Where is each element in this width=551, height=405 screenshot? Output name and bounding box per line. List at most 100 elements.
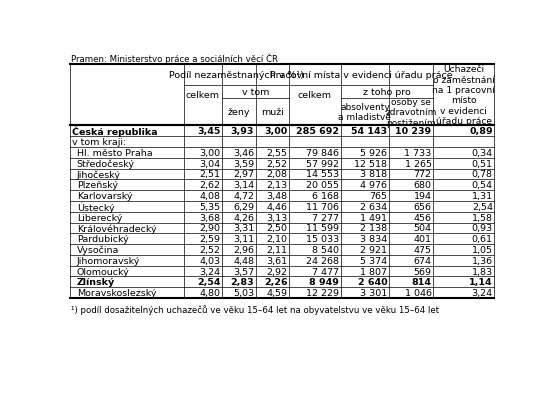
Text: 14 553: 14 553 bbox=[306, 170, 339, 179]
Text: 24 268: 24 268 bbox=[306, 256, 339, 265]
Text: 8 540: 8 540 bbox=[312, 245, 339, 254]
Text: 1 265: 1 265 bbox=[404, 159, 431, 168]
Text: 3,61: 3,61 bbox=[266, 256, 288, 265]
Text: 1,14: 1,14 bbox=[469, 277, 493, 287]
Text: Ústecký: Ústecký bbox=[77, 202, 114, 212]
Text: 2,26: 2,26 bbox=[264, 277, 288, 287]
Text: 2,50: 2,50 bbox=[267, 224, 288, 233]
Text: 2,08: 2,08 bbox=[267, 170, 288, 179]
Text: 3,00: 3,00 bbox=[199, 149, 221, 158]
Text: 674: 674 bbox=[414, 256, 431, 265]
Text: Moravskoslezský: Moravskoslezský bbox=[77, 288, 156, 297]
Text: 3,45: 3,45 bbox=[197, 127, 221, 136]
Text: 3,14: 3,14 bbox=[233, 181, 254, 190]
Text: Zlínský: Zlínský bbox=[77, 277, 115, 287]
Text: 15 033: 15 033 bbox=[306, 234, 339, 243]
Text: 1,83: 1,83 bbox=[472, 267, 493, 276]
Text: 2 634: 2 634 bbox=[360, 202, 387, 211]
Text: 11 706: 11 706 bbox=[306, 202, 339, 211]
Text: 3,04: 3,04 bbox=[199, 159, 221, 168]
Text: 2,52: 2,52 bbox=[267, 159, 288, 168]
Text: 3 834: 3 834 bbox=[360, 234, 387, 243]
Text: 656: 656 bbox=[414, 202, 431, 211]
Text: Podíl nezaměstnaných v %¹): Podíl nezaměstnaných v %¹) bbox=[169, 71, 304, 80]
Text: 2,13: 2,13 bbox=[266, 181, 288, 190]
Text: v tom kraji:: v tom kraji: bbox=[72, 138, 126, 147]
Text: 2,52: 2,52 bbox=[200, 245, 221, 254]
Text: v tom: v tom bbox=[242, 88, 269, 97]
Text: 3,11: 3,11 bbox=[233, 234, 254, 243]
Text: 2 921: 2 921 bbox=[360, 245, 387, 254]
Text: 20 055: 20 055 bbox=[306, 181, 339, 190]
Text: 12 518: 12 518 bbox=[354, 159, 387, 168]
Text: 1 807: 1 807 bbox=[360, 267, 387, 276]
Text: 5,03: 5,03 bbox=[233, 288, 254, 297]
Text: 8 949: 8 949 bbox=[310, 277, 339, 287]
Text: 0,54: 0,54 bbox=[472, 181, 493, 190]
Text: 3,68: 3,68 bbox=[199, 213, 221, 222]
Text: 4,46: 4,46 bbox=[267, 202, 288, 211]
Text: 3,31: 3,31 bbox=[233, 224, 254, 233]
Text: 3 301: 3 301 bbox=[360, 288, 387, 297]
Text: 2,54: 2,54 bbox=[472, 202, 493, 211]
Text: ženy: ženy bbox=[228, 108, 250, 117]
Text: 456: 456 bbox=[414, 213, 431, 222]
Text: 4,08: 4,08 bbox=[200, 192, 221, 200]
Text: absolventy
a mladistvé: absolventy a mladistvé bbox=[338, 103, 391, 122]
Text: 1 491: 1 491 bbox=[360, 213, 387, 222]
Text: 1,58: 1,58 bbox=[472, 213, 493, 222]
Text: 79 846: 79 846 bbox=[306, 149, 339, 158]
Text: 2 640: 2 640 bbox=[358, 277, 387, 287]
Text: 3,57: 3,57 bbox=[233, 267, 254, 276]
Text: 3,13: 3,13 bbox=[266, 213, 288, 222]
Text: 2,55: 2,55 bbox=[267, 149, 288, 158]
Text: 1 046: 1 046 bbox=[404, 288, 431, 297]
Text: 6,29: 6,29 bbox=[233, 202, 254, 211]
Text: z toho pro: z toho pro bbox=[363, 88, 411, 97]
Text: celkem: celkem bbox=[298, 91, 332, 100]
Text: 4,26: 4,26 bbox=[233, 213, 254, 222]
Text: 1 733: 1 733 bbox=[404, 149, 431, 158]
Text: 3,00: 3,00 bbox=[264, 127, 288, 136]
Text: Pardubický: Pardubický bbox=[77, 234, 128, 243]
Text: Olomoucký: Olomoucký bbox=[77, 267, 129, 276]
Text: 285 692: 285 692 bbox=[296, 127, 339, 136]
Text: 0,51: 0,51 bbox=[472, 159, 493, 168]
Text: 7 477: 7 477 bbox=[312, 267, 339, 276]
Text: 194: 194 bbox=[414, 192, 431, 200]
Text: 5 926: 5 926 bbox=[360, 149, 387, 158]
Text: 1,05: 1,05 bbox=[472, 245, 493, 254]
Text: 2,83: 2,83 bbox=[230, 277, 254, 287]
Text: 0,93: 0,93 bbox=[472, 224, 493, 233]
Text: Karlovarský: Karlovarský bbox=[77, 192, 132, 200]
Text: 3,24: 3,24 bbox=[472, 288, 493, 297]
Text: 5,35: 5,35 bbox=[199, 202, 221, 211]
Text: 2,92: 2,92 bbox=[267, 267, 288, 276]
Text: 4,80: 4,80 bbox=[200, 288, 221, 297]
Text: 54 143: 54 143 bbox=[352, 127, 387, 136]
Text: 2,62: 2,62 bbox=[200, 181, 221, 190]
Text: 814: 814 bbox=[412, 277, 431, 287]
Text: ¹) podíl dosažitelných uchazečů ve věku 15–64 let na obyvatelstvu ve věku 15–64 : ¹) podíl dosažitelných uchazečů ve věku … bbox=[71, 305, 439, 314]
Text: 2,54: 2,54 bbox=[197, 277, 221, 287]
Text: Česká republika: Česká republika bbox=[72, 126, 158, 137]
Text: Pracovní místa v evidenci úřadu práce: Pracovní místa v evidenci úřadu práce bbox=[270, 71, 452, 80]
Text: 2,10: 2,10 bbox=[267, 234, 288, 243]
Text: 2,97: 2,97 bbox=[233, 170, 254, 179]
Text: 569: 569 bbox=[414, 267, 431, 276]
Text: 680: 680 bbox=[414, 181, 431, 190]
Text: 4,72: 4,72 bbox=[233, 192, 254, 200]
Text: 401: 401 bbox=[414, 234, 431, 243]
Text: 3,59: 3,59 bbox=[233, 159, 254, 168]
Text: 0,34: 0,34 bbox=[472, 149, 493, 158]
Text: Vysočina: Vysočina bbox=[77, 245, 119, 255]
Text: 3 818: 3 818 bbox=[360, 170, 387, 179]
Text: 3,48: 3,48 bbox=[266, 192, 288, 200]
Text: Pramen: Ministerstvo práce a sociálních věcí ČR: Pramen: Ministerstvo práce a sociálních … bbox=[71, 53, 278, 64]
Text: Jihomoravský: Jihomoravský bbox=[77, 256, 140, 265]
Text: 772: 772 bbox=[414, 170, 431, 179]
Text: 0,78: 0,78 bbox=[472, 170, 493, 179]
Text: 11 599: 11 599 bbox=[306, 224, 339, 233]
Text: 504: 504 bbox=[414, 224, 431, 233]
Text: 1,31: 1,31 bbox=[472, 192, 493, 200]
